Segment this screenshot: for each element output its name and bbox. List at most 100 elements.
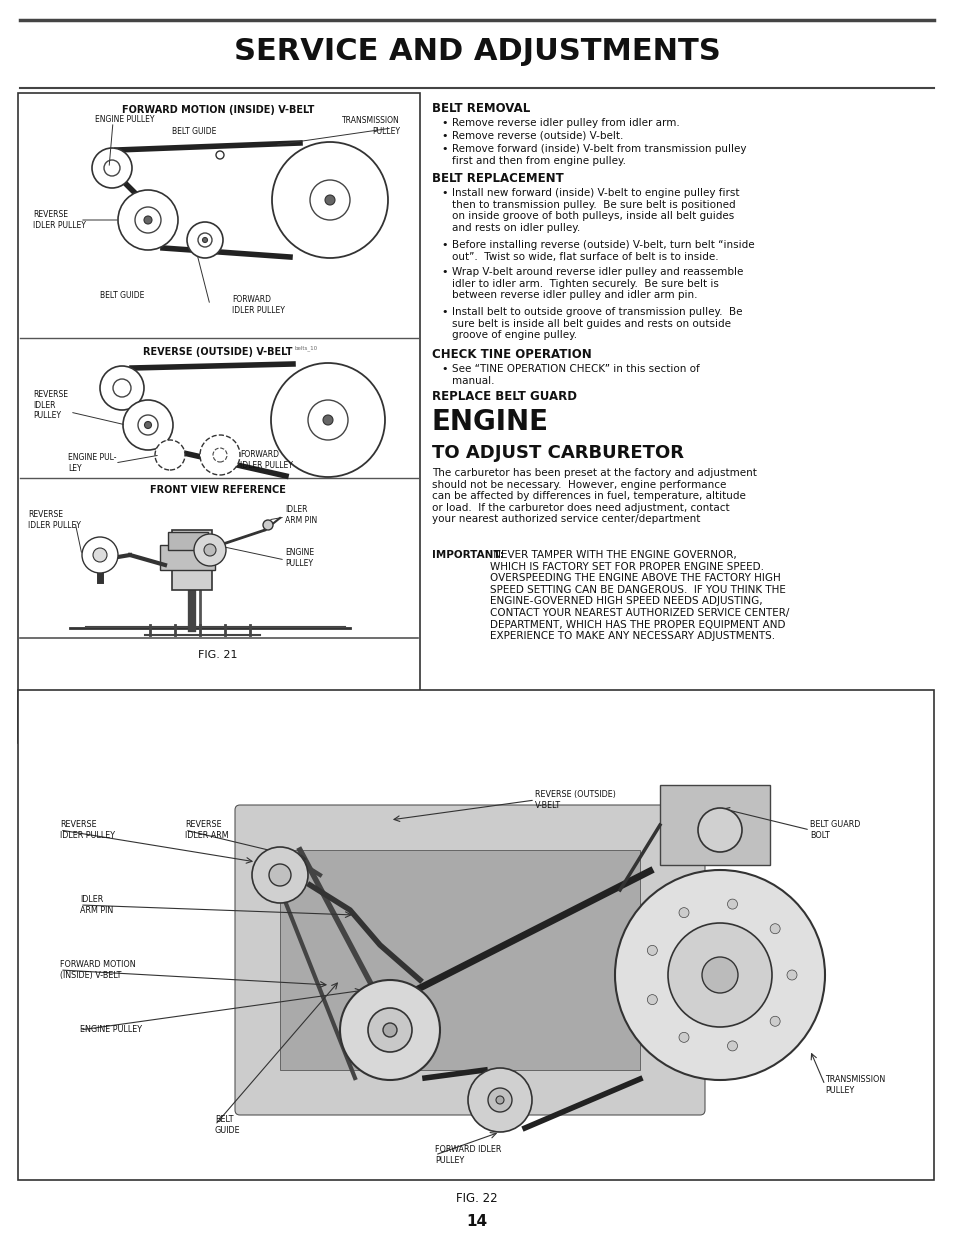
Text: REVERSE
IDLER PULLEY: REVERSE IDLER PULLEY <box>28 510 81 530</box>
Text: FRONT VIEW REFERENCE: FRONT VIEW REFERENCE <box>150 485 286 495</box>
Text: REVERSE
IDLER
PULLEY: REVERSE IDLER PULLEY <box>33 390 68 420</box>
Circle shape <box>468 1068 532 1132</box>
Text: The carburetor has been preset at the factory and adjustment
should not be neces: The carburetor has been preset at the fa… <box>432 468 756 525</box>
Circle shape <box>154 440 185 471</box>
Circle shape <box>769 924 780 934</box>
Text: REVERSE
IDLER PULLEY: REVERSE IDLER PULLEY <box>33 210 86 230</box>
Text: REPLACE BELT GUARD: REPLACE BELT GUARD <box>432 390 577 403</box>
Circle shape <box>187 222 223 258</box>
Circle shape <box>496 1095 503 1104</box>
Text: REVERSE (OUTSIDE)
V-BELT: REVERSE (OUTSIDE) V-BELT <box>535 790 616 810</box>
Text: See “TINE OPERATION CHECK” in this section of
manual.: See “TINE OPERATION CHECK” in this secti… <box>452 364 699 385</box>
Circle shape <box>679 1032 688 1042</box>
Text: •: • <box>441 267 448 277</box>
Circle shape <box>144 421 152 429</box>
Text: belts_10: belts_10 <box>294 345 317 351</box>
Circle shape <box>112 379 131 396</box>
Circle shape <box>769 1016 780 1026</box>
Circle shape <box>698 808 741 852</box>
Text: Remove reverse idler pulley from idler arm.: Remove reverse idler pulley from idler a… <box>452 119 679 128</box>
Text: FORWARD IDLER
PULLEY: FORWARD IDLER PULLEY <box>435 1145 501 1165</box>
Text: FIG. 21: FIG. 21 <box>198 650 237 659</box>
Circle shape <box>135 207 161 233</box>
Bar <box>18 93 419 743</box>
Circle shape <box>701 957 738 993</box>
Text: REVERSE (OUTSIDE) V-BELT: REVERSE (OUTSIDE) V-BELT <box>143 347 293 357</box>
Text: SERVICE AND ADJUSTMENTS: SERVICE AND ADJUSTMENTS <box>233 37 720 67</box>
Text: BELT REMOVAL: BELT REMOVAL <box>432 103 530 115</box>
Text: BELT GUIDE: BELT GUIDE <box>172 127 216 137</box>
Text: BELT
GUIDE: BELT GUIDE <box>214 1115 240 1135</box>
Circle shape <box>200 435 240 475</box>
Circle shape <box>272 142 388 258</box>
Bar <box>172 530 212 590</box>
Circle shape <box>123 400 172 450</box>
Circle shape <box>727 1041 737 1051</box>
Text: TO ADJUST CARBURETOR: TO ADJUST CARBURETOR <box>432 445 683 462</box>
Text: Before installing reverse (outside) V-belt, turn belt “inside
out”.  Twist so wi: Before installing reverse (outside) V-be… <box>452 240 754 262</box>
Circle shape <box>215 151 224 159</box>
Circle shape <box>647 994 657 1004</box>
Bar <box>18 690 933 1179</box>
Text: Wrap V-belt around reverse idler pulley and reassemble
idler to idler arm.  Tigh: Wrap V-belt around reverse idler pulley … <box>452 267 742 300</box>
Text: BELT GUARD
BOLT: BELT GUARD BOLT <box>809 820 860 840</box>
Circle shape <box>368 1008 412 1052</box>
Text: TRANSMISSION
PULLEY: TRANSMISSION PULLEY <box>824 1076 884 1094</box>
Circle shape <box>204 543 215 556</box>
Circle shape <box>82 537 118 573</box>
Text: FORWARD
IDLER PULLEY: FORWARD IDLER PULLEY <box>240 451 293 469</box>
Text: •: • <box>441 240 448 249</box>
Circle shape <box>198 233 212 247</box>
Text: IDLER
ARM PIN: IDLER ARM PIN <box>285 505 317 525</box>
Circle shape <box>144 216 152 224</box>
Circle shape <box>104 161 120 177</box>
Circle shape <box>138 415 158 435</box>
Text: •: • <box>441 119 448 128</box>
Text: FIG. 22: FIG. 22 <box>456 1192 497 1204</box>
Circle shape <box>647 945 657 956</box>
Circle shape <box>202 237 208 242</box>
Text: Remove forward (inside) V-belt from transmission pulley
first and then from engi: Remove forward (inside) V-belt from tran… <box>452 144 745 165</box>
Circle shape <box>727 899 737 909</box>
Circle shape <box>92 548 107 562</box>
Text: ENGINE PULLEY: ENGINE PULLEY <box>95 116 154 125</box>
Text: REVERSE
IDLER PULLEY: REVERSE IDLER PULLEY <box>60 820 115 840</box>
Text: •: • <box>441 364 448 374</box>
Text: Remove reverse (outside) V-belt.: Remove reverse (outside) V-belt. <box>452 131 622 141</box>
Circle shape <box>100 366 144 410</box>
Text: TRANSMISSION
PULLEY: TRANSMISSION PULLEY <box>342 116 399 136</box>
Circle shape <box>271 363 385 477</box>
Text: BELT GUIDE: BELT GUIDE <box>100 290 144 300</box>
Text: IMPORTANT:: IMPORTANT: <box>432 550 503 559</box>
Text: •: • <box>441 144 448 154</box>
Text: Install new forward (inside) V-belt to engine pulley first
then to transmission : Install new forward (inside) V-belt to e… <box>452 188 739 233</box>
Text: ENGINE PULLEY: ENGINE PULLEY <box>80 1025 142 1035</box>
Circle shape <box>308 400 348 440</box>
Circle shape <box>263 520 273 530</box>
Text: ENGINE: ENGINE <box>432 408 548 436</box>
Circle shape <box>310 180 350 220</box>
Circle shape <box>323 415 333 425</box>
Text: NEVER TAMPER WITH THE ENGINE GOVERNOR,
WHICH IS FACTORY SET FOR PROPER ENGINE SP: NEVER TAMPER WITH THE ENGINE GOVERNOR, W… <box>490 550 788 641</box>
Bar <box>160 545 214 571</box>
FancyBboxPatch shape <box>234 805 704 1115</box>
Circle shape <box>339 981 439 1079</box>
Text: •: • <box>441 131 448 141</box>
Circle shape <box>786 969 796 981</box>
Circle shape <box>193 534 226 566</box>
Text: BELT REPLACEMENT: BELT REPLACEMENT <box>432 172 563 185</box>
Circle shape <box>615 869 824 1079</box>
Text: FORWARD MOTION
(INSIDE) V-BELT: FORWARD MOTION (INSIDE) V-BELT <box>60 961 135 979</box>
Text: ENGINE
PULLEY: ENGINE PULLEY <box>285 548 314 568</box>
Text: Install belt to outside groove of transmission pulley.  Be
sure belt is inside a: Install belt to outside groove of transm… <box>452 308 741 340</box>
Circle shape <box>252 847 308 903</box>
Text: REVERSE
IDLER ARM: REVERSE IDLER ARM <box>185 820 229 840</box>
Circle shape <box>679 908 688 918</box>
Bar <box>168 532 208 550</box>
Text: IDLER
ARM PIN: IDLER ARM PIN <box>80 895 113 915</box>
Text: FORWARD MOTION (INSIDE) V-BELT: FORWARD MOTION (INSIDE) V-BELT <box>122 105 314 115</box>
Circle shape <box>488 1088 512 1112</box>
Circle shape <box>325 195 335 205</box>
Circle shape <box>118 190 178 249</box>
Text: ENGINE PUL-
LEY: ENGINE PUL- LEY <box>68 453 116 473</box>
